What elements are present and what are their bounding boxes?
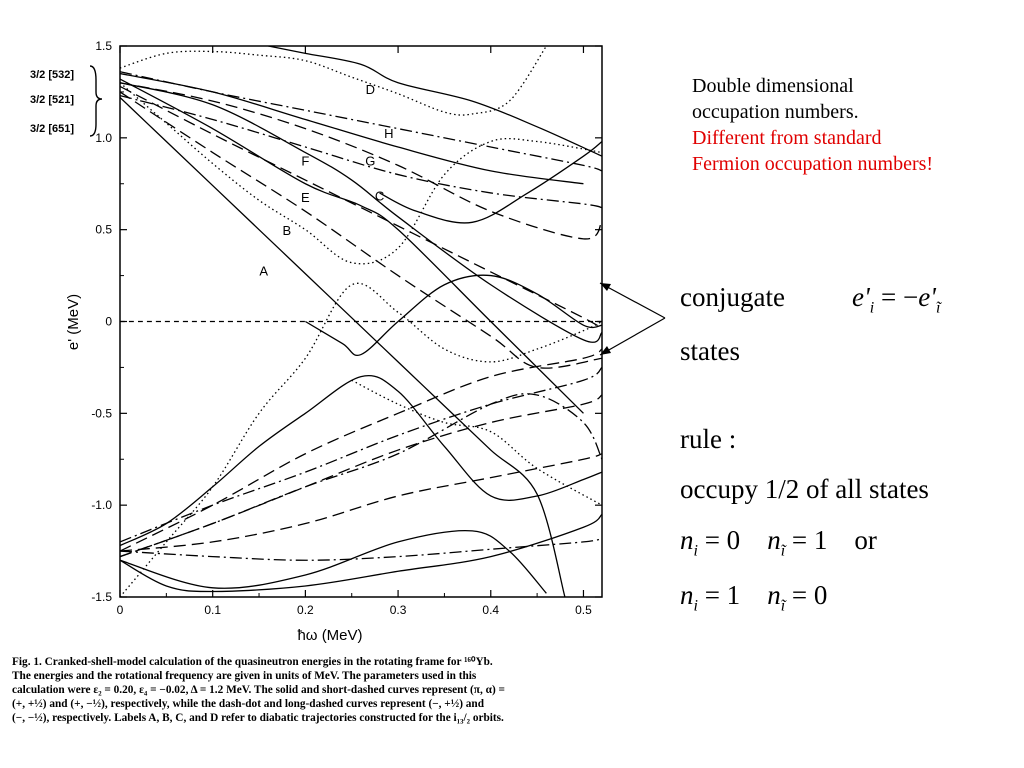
series-dashdot-line xyxy=(120,366,602,543)
series-longdash-line xyxy=(120,91,602,369)
caption-line: Fig. 1. Cranked-shell-model calculation … xyxy=(12,656,493,668)
series-dashdot-line xyxy=(120,393,602,558)
caption-line: The energies and the rotational frequenc… xyxy=(12,670,477,682)
series-longdash-line xyxy=(120,453,602,552)
series-longdash-line xyxy=(120,348,602,552)
n-symbol: n xyxy=(680,580,694,610)
y-tick-label: -0.5 xyxy=(91,406,112,420)
curve-label-f: F xyxy=(301,153,309,168)
n-symbol: n xyxy=(767,580,781,610)
caption-line: (−, −½), respectively. Labels A, B, C, a… xyxy=(12,712,504,724)
equals-1: = 1 xyxy=(791,525,828,555)
series-solid-line xyxy=(120,78,584,414)
note-line-1: Double dimensional xyxy=(692,75,854,97)
figure-caption: Fig. 1. Cranked-shell-model calculation … xyxy=(12,655,632,725)
equals-0: = 0 xyxy=(704,525,741,555)
series-solid-line xyxy=(120,513,602,593)
x-axis-title: ħω (MeV) xyxy=(297,627,362,644)
x-tick-label: 0.4 xyxy=(482,603,499,617)
series-solid-line xyxy=(120,96,566,597)
sub-itilde: ĩ xyxy=(780,597,786,615)
series-dashdot-line xyxy=(120,71,602,172)
y-tick-label: 1.0 xyxy=(95,131,112,145)
series-longdash-line xyxy=(120,85,602,330)
series-solid-line xyxy=(120,72,584,185)
curve-label-a: A xyxy=(259,264,268,279)
x-tick-label: 0.3 xyxy=(390,603,407,617)
eq-e-itilde: e' xyxy=(918,282,936,312)
curve-label-d: D xyxy=(366,82,375,97)
caption-line: (+, +½) and (+, −½), respectively, while… xyxy=(12,698,484,710)
n-symbol: n xyxy=(680,525,694,555)
y-tick-label: 0.5 xyxy=(95,223,112,237)
series-dotted-line xyxy=(120,82,602,265)
x-tick-label: 0.5 xyxy=(575,603,592,617)
eq-sub-i: i xyxy=(869,299,875,317)
series-dashdot-line xyxy=(120,94,602,209)
y-tick-label: -1.0 xyxy=(91,498,112,512)
conjugate-arrows xyxy=(599,282,666,356)
note-line-2: occupation numbers. xyxy=(692,101,859,123)
series-solid-line xyxy=(120,529,547,594)
n-symbol: n xyxy=(767,525,781,555)
or-text: or xyxy=(854,525,877,555)
eq-sub-itilde: ĩ xyxy=(935,299,941,317)
curve-label-h: H xyxy=(384,126,393,141)
x-tick-label: 0.2 xyxy=(297,603,314,617)
series-dotted-line xyxy=(351,379,602,506)
series-solid-line xyxy=(379,140,602,224)
plot-area xyxy=(119,45,603,598)
series-longdash-line xyxy=(120,82,602,240)
equals-1: = 1 xyxy=(704,580,741,610)
x-tick-label: 0 xyxy=(117,603,124,617)
orbital-label-651: 3/2 [651] xyxy=(30,123,74,135)
conjugate-text: conjugate xyxy=(680,282,785,312)
orbital-label-532: 3/2 [532] xyxy=(30,69,74,81)
equals-0: = 0 xyxy=(791,580,828,610)
curve-label-e: E xyxy=(301,190,310,205)
rule-option-2: ni = 1 nĩ = 0 xyxy=(680,580,827,615)
series-longdash-line xyxy=(120,394,602,558)
curve-label-g: G xyxy=(365,153,375,168)
series-dotted-line xyxy=(120,46,547,116)
eq-e-i: e' xyxy=(852,282,870,312)
conjugate-equation: e'i = −e'ĩ xyxy=(852,282,940,317)
sub-i: i xyxy=(693,597,698,615)
occupy-text: occupy 1/2 of all states xyxy=(680,474,929,504)
rule-option-1: ni = 0 nĩ = 1 or xyxy=(680,525,877,560)
sub-itilde: ĩ xyxy=(780,542,786,560)
series-dashdot-line xyxy=(120,537,602,561)
sub-i: i xyxy=(693,542,698,560)
occupation-note: Double dimensional occupation numbers. D… xyxy=(692,73,933,177)
y-tick-label: 0 xyxy=(105,315,112,329)
y-tick-label: 1.5 xyxy=(95,39,112,53)
orbital-brace xyxy=(89,65,103,137)
y-tick-label: -1.5 xyxy=(91,590,112,604)
curve-label-c: C xyxy=(375,188,384,203)
series-dotted-line xyxy=(120,282,602,597)
states-text: states xyxy=(680,336,740,366)
y-axis-title: e' (MeV) xyxy=(65,294,82,350)
eq-equals-minus: = − xyxy=(880,282,919,312)
note-line-3: Different from standard xyxy=(692,127,882,149)
series-solid-line xyxy=(305,274,602,357)
series-solid-line xyxy=(268,46,602,157)
axis-ticks: 0 0.1 0.2 0.3 0.4 0.5 1.5 1.0 0.5 0 -0.5 -1.0 -1.5 xyxy=(91,39,602,617)
note-line-4: Fermion occupation numbers! xyxy=(692,153,934,175)
rule-text: rule : xyxy=(680,424,737,454)
curve-labels: A B E F G C H D xyxy=(259,82,393,279)
x-tick-label: 0.1 xyxy=(204,603,221,617)
curve-label-b: B xyxy=(283,223,292,238)
series-solid-line xyxy=(120,375,602,547)
orbital-label-521: 3/2 [521] xyxy=(30,94,74,106)
caption-line: calculation were ε₂ = 0.20, ε₄ = −0.02, … xyxy=(12,684,505,696)
series-solid-line xyxy=(120,82,602,343)
